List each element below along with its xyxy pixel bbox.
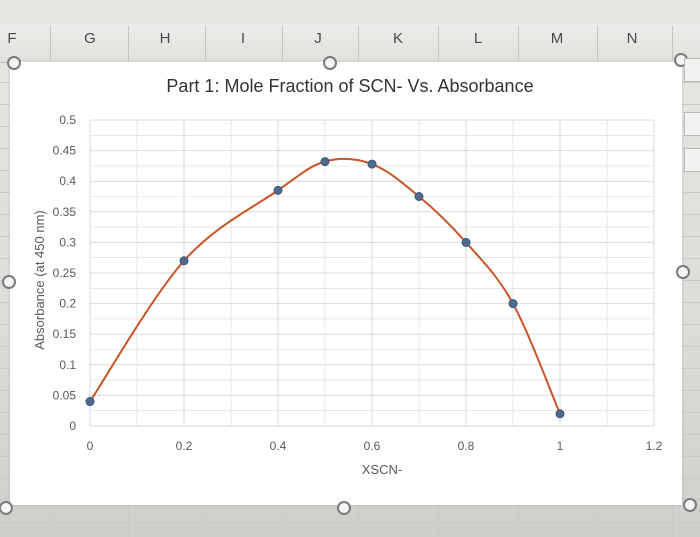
column-separator (672, 26, 673, 60)
column-label[interactable]: J (314, 30, 322, 47)
x-tick-label: 0.4 (270, 439, 287, 453)
data-point[interactable] (461, 237, 471, 247)
x-tick-label: 0.2 (176, 439, 193, 453)
y-tick-labels: 0 0.05 0.1 0.15 0.2 0.25 0.3 0.35 0.4 0.45 0.5 (53, 113, 77, 433)
column-label[interactable]: M (550, 30, 564, 47)
column-separator (518, 26, 519, 60)
y-tick-label: 0.2 (59, 297, 76, 311)
column-separator (438, 26, 439, 60)
y-tick-label: 0.5 (59, 113, 76, 127)
y-tick-label: 0 (69, 419, 76, 433)
column-separator (128, 26, 129, 60)
resize-handle-middle-right[interactable] (676, 265, 690, 279)
y-tick-label: 0.4 (59, 174, 76, 188)
column-separator (282, 26, 283, 60)
x-axis-label: XSCN- (362, 462, 402, 477)
data-point[interactable] (414, 192, 424, 201)
column-label[interactable]: I (240, 30, 246, 47)
column-label[interactable]: F (7, 30, 17, 47)
chart-elements-button[interactable] (684, 58, 700, 82)
column-separator (50, 26, 51, 60)
column-separator (358, 26, 359, 60)
column-label[interactable]: K (392, 30, 404, 47)
column-separator (205, 26, 206, 60)
x-tick-label: 0.8 (458, 439, 475, 453)
column-label[interactable]: H (159, 30, 171, 47)
data-point[interactable] (508, 299, 518, 309)
data-point[interactable] (555, 409, 565, 419)
x-tick-label: 1.2 (646, 439, 663, 453)
column-separator (597, 26, 598, 60)
y-tick-label: 0.25 (53, 266, 77, 280)
data-point[interactable] (320, 157, 330, 167)
row-gridline (0, 522, 700, 523)
x-tick-label: 0 (87, 439, 94, 453)
data-points (85, 157, 565, 419)
chart-filters-button[interactable] (684, 148, 700, 172)
resize-handle-top-left[interactable] (7, 56, 21, 70)
resize-handle-bottom-center[interactable] (337, 501, 351, 515)
x-tick-labels: 0 0.2 0.4 0.6 0.8 1 1.2 (87, 439, 663, 453)
y-tick-label: 0.15 (53, 327, 77, 341)
chart-svg: Part 1: Mole Fraction of SCN- Vs. Absorb… (32, 76, 663, 477)
data-point[interactable] (85, 397, 95, 407)
y-axis-label: Absorbance (at 450 nm) (32, 210, 47, 349)
column-header-bar (0, 24, 700, 63)
data-point[interactable] (367, 159, 377, 169)
chart-title: Part 1: Mole Fraction of SCN- Vs. Absorb… (166, 76, 533, 96)
data-point[interactable] (273, 185, 283, 195)
y-tick-label: 0.45 (53, 144, 77, 158)
chart-styles-button[interactable] (684, 112, 700, 136)
y-tick-label: 0.3 (59, 235, 76, 249)
column-label[interactable]: G (84, 30, 96, 47)
resize-handle-top-center[interactable] (323, 56, 337, 70)
resize-handle-middle-left[interactable] (2, 275, 16, 289)
y-tick-label: 0.35 (53, 205, 77, 219)
x-tick-label: 0.6 (364, 439, 381, 453)
y-tick-label: 0.05 (53, 388, 77, 402)
resize-handle-bottom-right[interactable] (683, 498, 697, 512)
column-label[interactable]: N (626, 30, 638, 47)
x-tick-label: 1 (557, 439, 564, 453)
resize-handle-bottom-left[interactable] (0, 501, 13, 515)
data-point[interactable] (179, 256, 189, 266)
y-tick-label: 0.1 (59, 358, 76, 372)
column-label[interactable]: L (473, 30, 483, 47)
chart-area[interactable]: Part 1: Mole Fraction of SCN- Vs. Absorb… (10, 62, 682, 505)
